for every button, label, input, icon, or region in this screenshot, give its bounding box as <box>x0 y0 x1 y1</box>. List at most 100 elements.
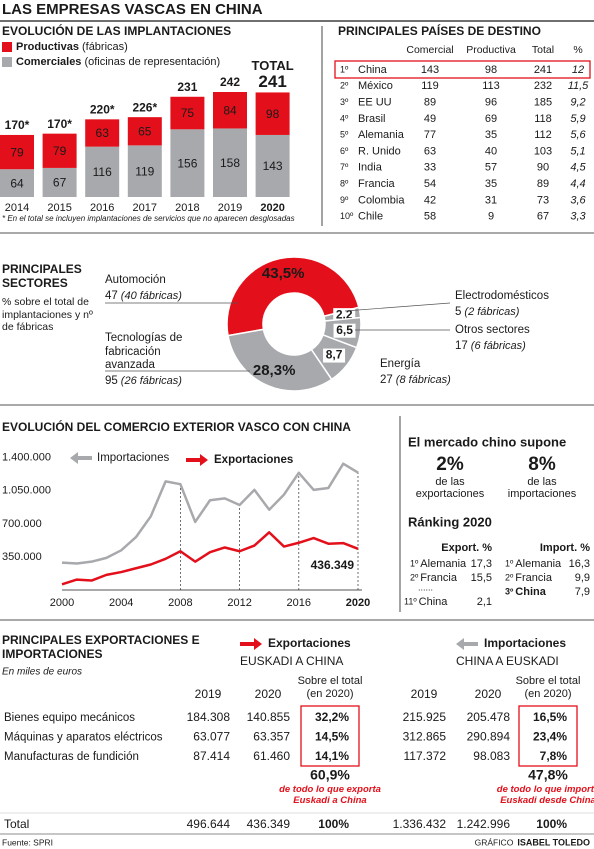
column-header: Sobre el total (en 2020) <box>515 675 581 700</box>
country: Colombia <box>358 194 405 206</box>
x-tick-label: 2016 <box>90 202 114 214</box>
cell: 14,1% <box>315 749 349 763</box>
segment-label: 158 <box>220 156 240 170</box>
panel-title: Ránking 2020 <box>408 514 492 529</box>
cell: 11,5 <box>568 80 589 92</box>
total-cell: 436.349 <box>247 817 291 831</box>
bar-segment <box>170 129 205 197</box>
total-cell: 1.242.996 <box>457 817 511 831</box>
category-label: Electrodomésticos <box>455 290 549 302</box>
column-header: Sobre el total (en 2020) <box>297 675 363 700</box>
bar-segment <box>127 117 162 146</box>
share-label-box: de las importaciones <box>508 476 576 500</box>
cell: 184.308 <box>187 710 231 724</box>
rank: 4º <box>340 113 349 123</box>
segment-label: 116 <box>93 165 112 179</box>
cell: 63.077 <box>193 730 230 744</box>
legend-swatch <box>2 42 12 52</box>
segment-label: 64 <box>10 176 24 190</box>
rank: 10º <box>340 211 354 221</box>
country: Alemania <box>420 558 467 570</box>
leader-line <box>344 302 451 312</box>
category-count: 17 <box>455 340 468 352</box>
rank: 1º <box>505 558 514 568</box>
total-label: 242 <box>220 75 240 89</box>
data-line <box>61 462 359 565</box>
chart-subtitle: % sobre el total de implantaciones y nº … <box>2 296 93 333</box>
block-title: Importaciones <box>484 636 566 650</box>
slice-label: 8,7 <box>326 348 343 362</box>
category-count: 27 <box>380 374 393 386</box>
cell: 3,6 <box>570 194 586 206</box>
cell: 119 <box>421 80 439 92</box>
cell: 31 <box>485 194 497 206</box>
label-bg <box>333 323 356 338</box>
share-note-box: de todo lo que exporta Euskadi a China <box>279 784 381 806</box>
cell: 5,9 <box>570 113 585 125</box>
column-header: % <box>573 44 582 56</box>
cell: 14,5% <box>315 730 349 744</box>
share-label-box: de las exportaciones <box>416 476 485 500</box>
x-tick-label: 2008 <box>168 597 192 609</box>
table-title: PRINCIPALES EXPORTACIONES E IMPORTACIONE… <box>2 633 200 661</box>
cell: 87.414 <box>193 749 230 763</box>
column-header: 2020 <box>475 687 502 701</box>
column-header: Export. % <box>441 542 492 554</box>
bar-segment <box>42 133 77 168</box>
chart-title-box: PRINCIPALES SECTORES <box>2 262 82 290</box>
share-total: 47,8% <box>528 767 568 783</box>
segment-label: 98 <box>266 107 280 121</box>
y-tick-label: 1.050.000 <box>2 485 51 497</box>
cell: 33 <box>424 162 436 174</box>
cell: 112 <box>534 129 552 141</box>
cell: 23,4% <box>533 730 567 744</box>
rank-value: 7,9 <box>575 586 590 598</box>
cell: 205.478 <box>467 710 511 724</box>
rank: 5º <box>340 130 349 140</box>
bar-segment <box>85 146 120 197</box>
total-title: TOTAL <box>252 58 294 73</box>
x-tick-label: 2012 <box>227 597 251 609</box>
bar-segment <box>255 92 290 135</box>
country: Francia <box>515 572 553 584</box>
cell: 113 <box>482 80 500 92</box>
x-tick-label: 2015 <box>47 202 71 214</box>
cell: 61.460 <box>253 749 290 763</box>
cell: 35 <box>485 129 497 141</box>
x-tick-label: 2017 <box>133 202 157 214</box>
rank: 2º <box>505 572 514 582</box>
cell: 5,6 <box>570 129 586 141</box>
cell: 40 <box>485 145 497 157</box>
column-header: 2020 <box>255 687 282 701</box>
cell: 35 <box>485 178 497 190</box>
block-subtitle: CHINA A EUSKADI <box>456 654 559 668</box>
country: Francia <box>358 178 396 190</box>
category-count: 95 <box>105 375 118 387</box>
legend-label: Comerciales <box>16 56 81 68</box>
cell: 117.372 <box>404 749 447 763</box>
column-header-box: Sobre el total (en 2020) <box>515 675 581 700</box>
total-label: 241 <box>258 72 286 91</box>
cell: 241 <box>534 64 552 76</box>
cell: 290.894 <box>467 730 511 744</box>
footnote: * En el total se incluyen implantaciones… <box>2 214 295 223</box>
country: Brasil <box>358 113 386 125</box>
total-cell: 100% <box>536 817 567 831</box>
main-title: LAS EMPRESAS VASCAS EN CHINA <box>2 1 263 18</box>
credit-prefix: GRÁFICO <box>475 837 514 847</box>
cell: 232 <box>534 80 552 92</box>
table-title-box: PRINCIPALES EXPORTACIONES E IMPORTACIONE… <box>2 633 200 661</box>
country: China <box>515 586 546 598</box>
bar-segment <box>170 96 205 130</box>
column-header: 2019 <box>195 687 222 701</box>
rank: 6º <box>340 146 349 156</box>
cell: 32,2% <box>315 710 349 724</box>
highlight-box <box>300 705 360 767</box>
legend-description: (fábricas) <box>82 41 128 53</box>
rank-value: 15,5 <box>471 572 492 584</box>
legend-label: Exportaciones <box>214 454 293 466</box>
rank: 11º <box>404 596 417 606</box>
cell: 4,4 <box>570 178 585 190</box>
category-note: (2 fábricas) <box>464 306 519 318</box>
rank-value: 17,3 <box>471 558 492 570</box>
